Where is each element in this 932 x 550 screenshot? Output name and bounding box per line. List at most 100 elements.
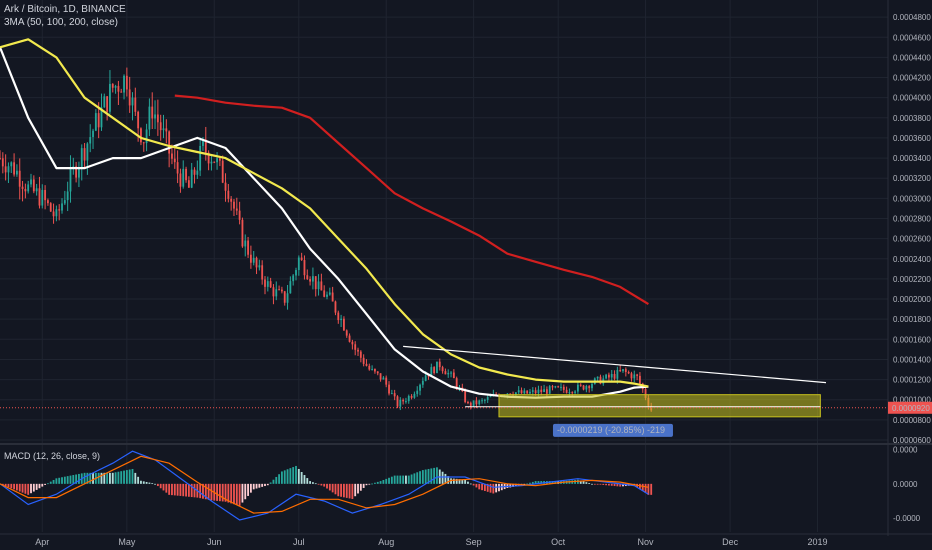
macd-histogram-bar xyxy=(441,471,444,484)
macd-histogram-bar xyxy=(599,483,602,485)
macd-pane xyxy=(0,450,653,521)
macd-histogram-bar xyxy=(134,472,137,484)
macd-histogram-bar xyxy=(21,483,24,493)
candle-body xyxy=(399,399,402,407)
macd-histogram-bar xyxy=(337,483,340,497)
candle-body xyxy=(216,158,218,163)
candle-body xyxy=(266,281,269,287)
candle-body xyxy=(441,367,444,372)
macd-histogram-bar xyxy=(475,483,478,488)
macd-histogram-bar xyxy=(605,483,608,486)
macd-histogram-bar xyxy=(368,483,371,485)
candle-body xyxy=(314,276,317,290)
price-tick-label: 0.0002000 xyxy=(893,295,931,304)
ma-indicator-title[interactable]: 3MA (50, 100, 200, close) xyxy=(4,17,118,28)
candle-body xyxy=(103,96,106,108)
macd-histogram-bar xyxy=(63,476,66,484)
ma100-line xyxy=(0,38,649,388)
candle-body xyxy=(311,276,314,282)
time-tick-label: Sep xyxy=(466,537,482,547)
candle-body xyxy=(416,390,419,394)
macd-histogram-bar xyxy=(235,483,238,506)
candle-body xyxy=(591,384,593,389)
macd-histogram-bar xyxy=(114,472,117,484)
macd-histogram-bar xyxy=(269,482,272,484)
candle-body xyxy=(523,390,526,394)
macd-histogram-bar xyxy=(616,483,619,487)
candle-body xyxy=(4,166,7,173)
macd-histogram-bar xyxy=(131,468,134,484)
macd-histogram-bar xyxy=(486,483,489,492)
candle-body xyxy=(72,166,75,168)
candle-body xyxy=(27,184,30,192)
support-box xyxy=(498,394,821,418)
measure-label: -0.0000219 (-20.85%) -219 xyxy=(557,425,665,435)
macd-histogram-bar xyxy=(145,481,148,484)
price-tick-label: 0.0004200 xyxy=(893,74,931,83)
candle-body xyxy=(210,161,213,164)
candle-body xyxy=(402,399,405,402)
macd-histogram-bar xyxy=(27,483,30,495)
macd-tick-label: 0.0000 xyxy=(893,480,918,489)
candle-body xyxy=(610,374,613,378)
macd-histogram-bar xyxy=(137,476,140,484)
macd-histogram-bar xyxy=(38,483,41,489)
macd-histogram-bar xyxy=(433,467,436,484)
candle-body xyxy=(123,75,125,93)
macd-histogram-bar xyxy=(323,483,326,487)
macd-histogram-bar xyxy=(376,481,379,484)
candle-body xyxy=(486,397,489,400)
candle-body xyxy=(272,287,275,297)
macd-histogram-bar xyxy=(190,483,193,498)
macd-histogram-bar xyxy=(413,473,416,484)
candle-body xyxy=(357,349,359,352)
macd-histogram-bar xyxy=(289,468,292,484)
price-tick-label: 0.0000800 xyxy=(893,416,931,425)
macd-tick-label: -0.0000 xyxy=(893,514,921,523)
candle-body xyxy=(303,260,306,276)
symbol-title: Ark / Bitcoin, 1D, BINANCE xyxy=(4,4,126,15)
candles xyxy=(0,67,653,412)
candle-body xyxy=(109,83,111,112)
macd-histogram-bar xyxy=(348,483,351,499)
macd-indicator-title[interactable]: MACD (12, 26, close, 9) xyxy=(4,451,101,461)
macd-histogram-bar xyxy=(41,483,44,487)
candle-body xyxy=(94,113,97,131)
macd-histogram-bar xyxy=(531,481,534,484)
last-price-tag xyxy=(888,401,932,414)
price-tick-label: 0.0001200 xyxy=(893,376,931,385)
candle-body xyxy=(41,189,44,206)
candle-body xyxy=(616,370,619,379)
time-tick-label: May xyxy=(118,537,136,547)
macd-histogram-bar xyxy=(582,481,585,484)
price-tick-label: 0.0004600 xyxy=(893,33,931,42)
macd-histogram-bar xyxy=(461,479,464,484)
macd-histogram-bar xyxy=(495,483,498,493)
candle-body xyxy=(596,376,599,379)
macd-histogram-bar xyxy=(247,483,249,496)
macd-histogram-bar xyxy=(300,472,303,484)
macd-histogram-bar xyxy=(69,475,72,484)
macd-histogram-bar xyxy=(49,481,52,484)
candle-body xyxy=(469,402,472,406)
candle-body xyxy=(557,386,560,388)
candle-body xyxy=(382,377,385,380)
macd-histogram-bar xyxy=(52,479,55,484)
macd-histogram-bar xyxy=(390,476,393,484)
candle-body xyxy=(379,373,382,380)
candle-body xyxy=(171,153,173,159)
candle-body xyxy=(450,372,452,374)
candle-body xyxy=(221,160,224,183)
macd-histogram-bar xyxy=(407,475,410,484)
macd-histogram-bar xyxy=(478,483,481,490)
candle-body xyxy=(117,85,120,92)
macd-histogram-bar xyxy=(154,483,156,485)
candle-body xyxy=(478,400,481,405)
macd-histogram-bar xyxy=(199,483,202,499)
candle-body xyxy=(190,169,193,188)
price-tick-label: 0.0003800 xyxy=(893,114,931,123)
candle-body xyxy=(365,363,368,366)
macd-histogram-bar xyxy=(362,483,365,488)
macd-histogram-bar xyxy=(125,470,128,484)
macd-histogram-bar xyxy=(526,483,529,485)
